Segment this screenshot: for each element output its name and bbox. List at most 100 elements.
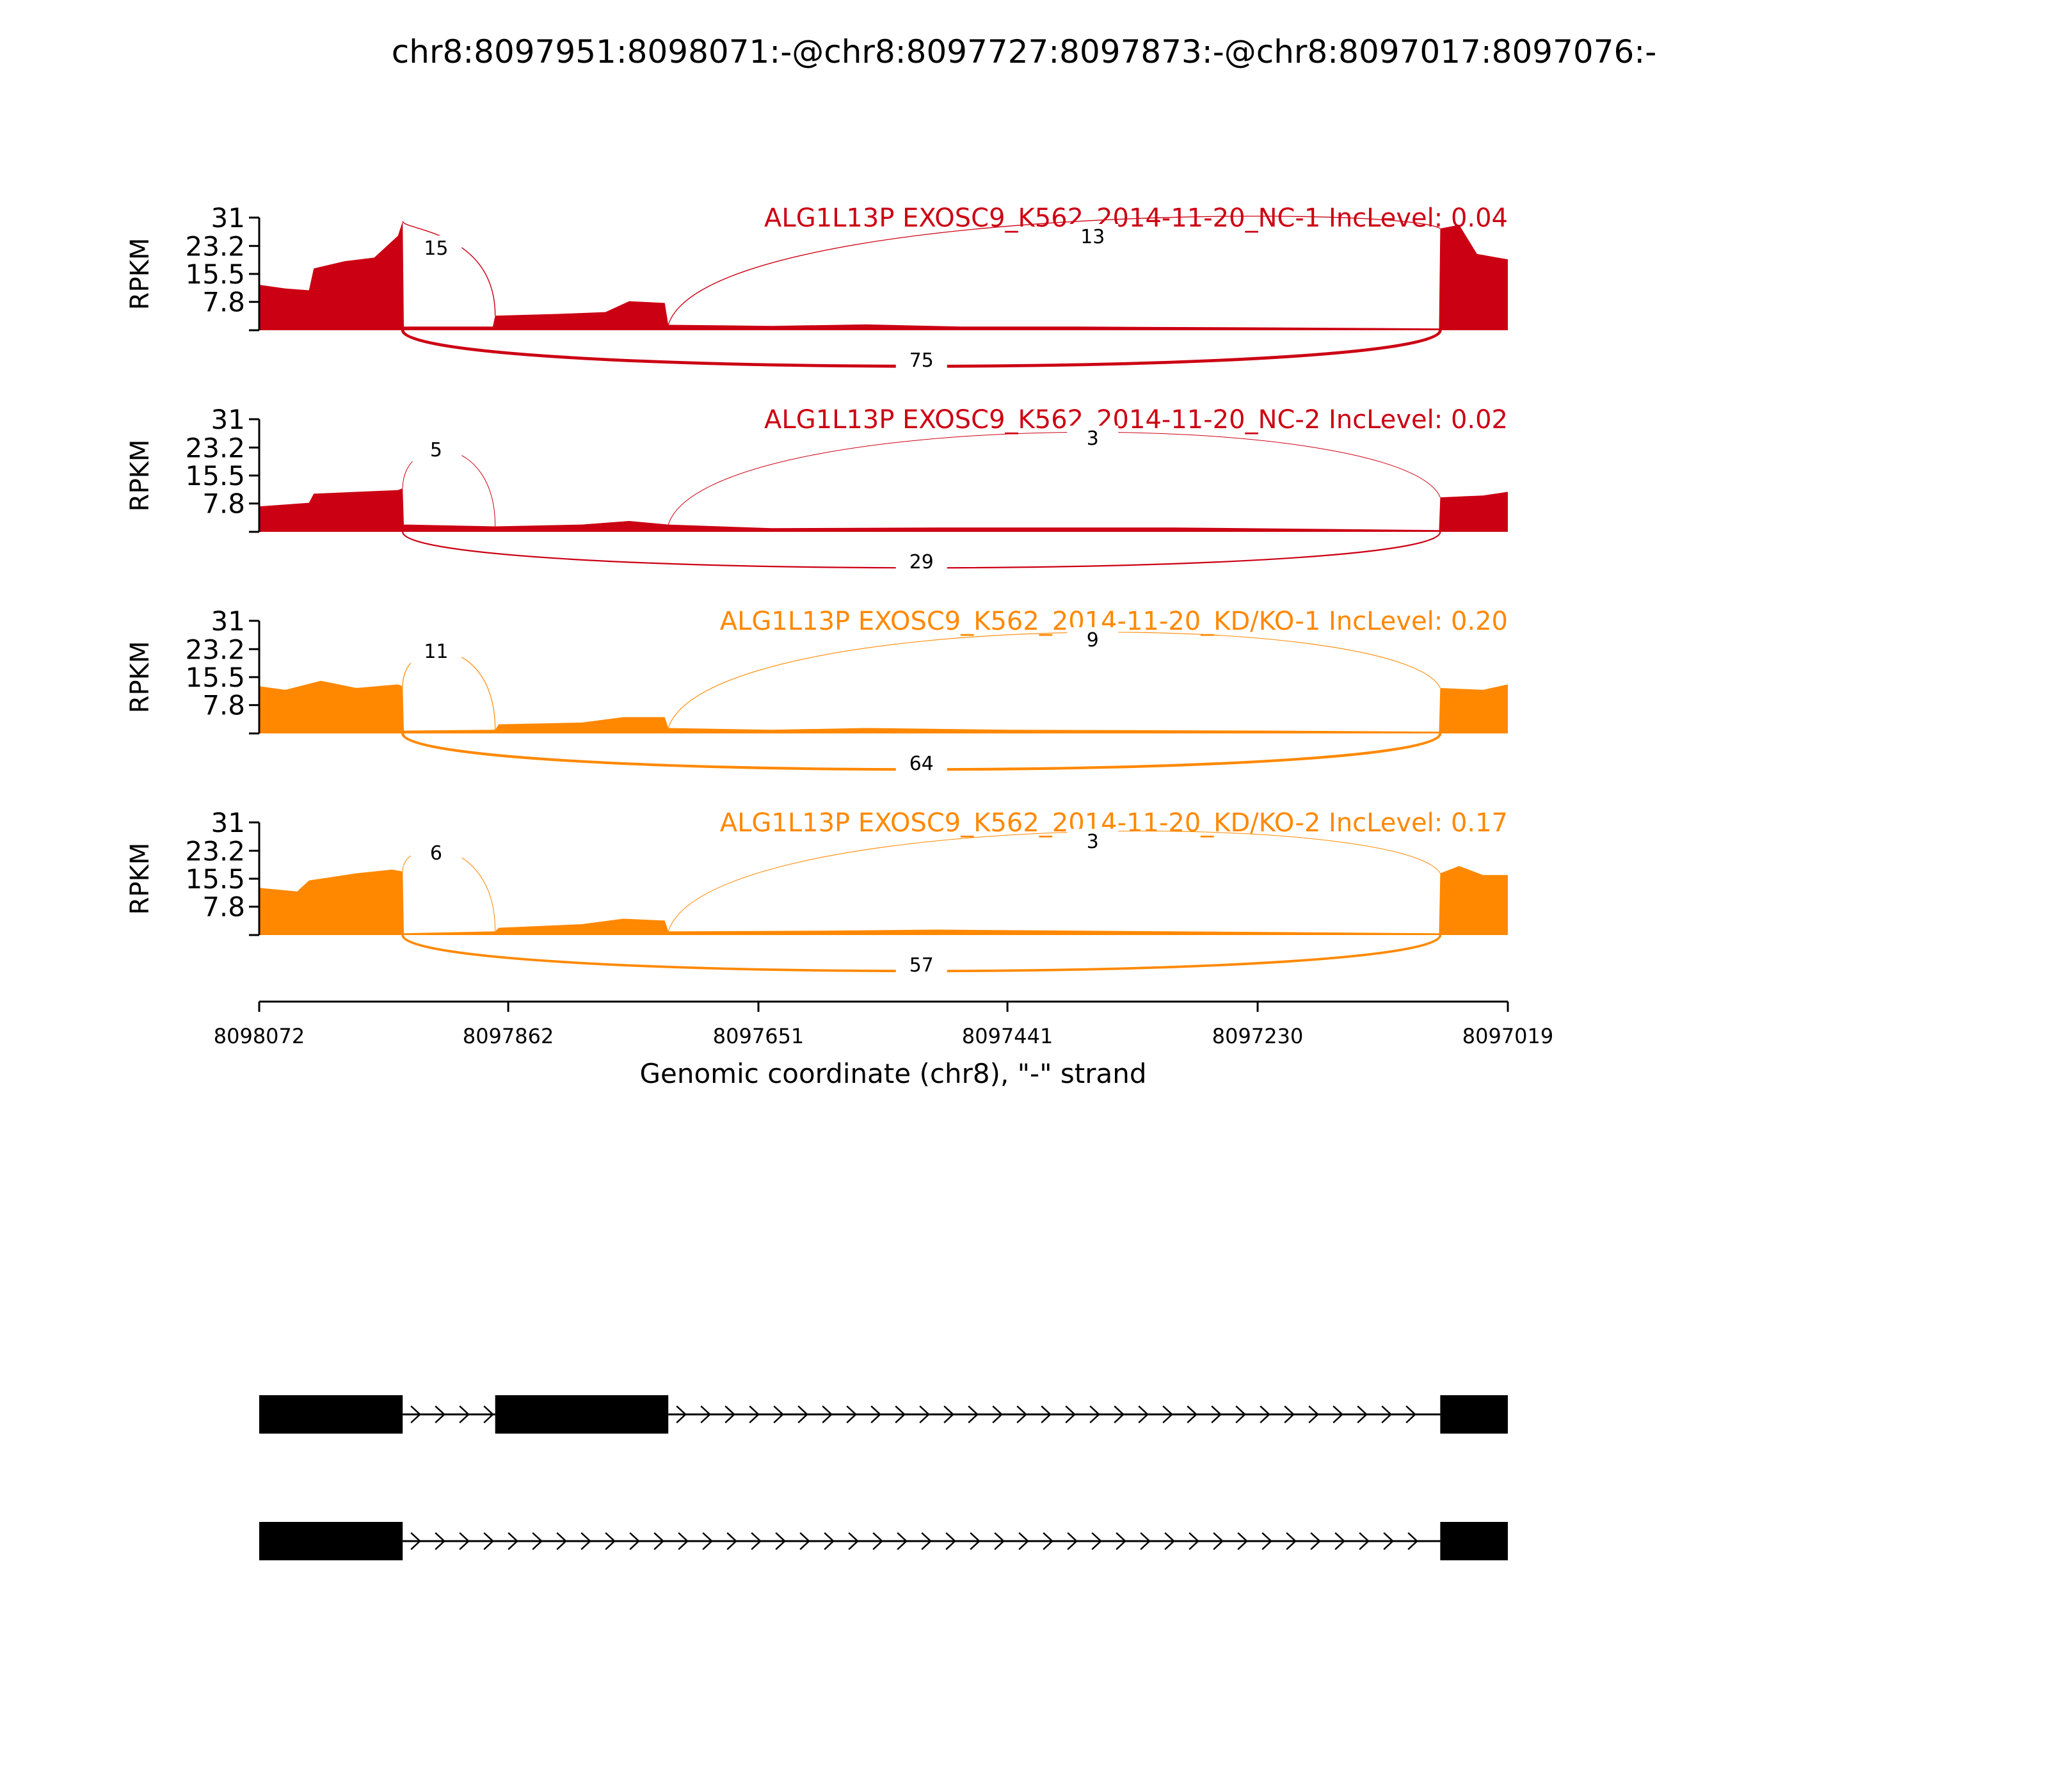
x-tick-label: 8097651 <box>713 1024 804 1048</box>
x-tick-label: 8097862 <box>463 1024 554 1048</box>
junction-count: 5 <box>430 439 442 461</box>
isoform-model-2 <box>259 1522 1508 1560</box>
exon-block <box>259 1522 403 1560</box>
strand-chevron-icon <box>848 1532 860 1550</box>
junction-count: 6 <box>430 842 442 865</box>
strand-chevron-icon <box>532 1532 543 1550</box>
y-tick-label: 7.8 <box>202 287 245 318</box>
junction-count: 57 <box>909 954 934 977</box>
strand-chevron-icon <box>508 1532 519 1550</box>
y-tick-label: 23.2 <box>185 634 245 665</box>
junction-count: 75 <box>909 349 934 372</box>
junction-label-bg <box>1067 426 1119 450</box>
y-tick-label: 7.8 <box>202 488 245 520</box>
junction-label-bg <box>410 840 462 865</box>
y-axis-label: RPKM <box>125 440 155 512</box>
x-tick-label: 8097019 <box>1462 1024 1554 1048</box>
strand-chevron-icon <box>1016 1405 1028 1423</box>
strand-chevron-icon <box>1286 1532 1297 1550</box>
y-tick-label: 31 <box>211 605 245 637</box>
strand-chevron-icon <box>846 1405 858 1423</box>
strand-chevron-icon <box>653 1532 665 1550</box>
strand-chevron-icon <box>1237 1532 1249 1550</box>
coverage-area <box>259 866 1508 935</box>
junction-arc <box>668 831 1441 932</box>
strand-chevron-icon <box>435 1532 446 1550</box>
strand-chevron-icon <box>724 1405 736 1423</box>
x-axis: 8098072 8097862 8097651 8097441 8097230 80970… <box>214 1000 1554 1089</box>
strand-chevron-icon <box>629 1532 641 1550</box>
junction-label-bg <box>1067 627 1119 652</box>
junction-count: 9 <box>1087 629 1099 652</box>
strand-chevron-icon <box>556 1532 568 1550</box>
strand-chevron-icon <box>1332 1405 1344 1423</box>
strand-chevron-icon <box>1381 1405 1393 1423</box>
junction-label-bg <box>410 639 462 663</box>
strand-chevron-icon <box>1043 1532 1054 1550</box>
strand-chevron-icon <box>1065 1405 1076 1423</box>
strand-chevron-icon <box>1089 1405 1101 1423</box>
junction-count: 11 <box>424 641 448 663</box>
strand-chevron-icon <box>700 1405 712 1423</box>
junction-label-bg <box>895 751 947 775</box>
strand-chevron-icon <box>1405 1405 1417 1423</box>
y-axis-label: RPKM <box>125 641 155 714</box>
isoform-track <box>259 1395 1508 1560</box>
strand-chevron-icon <box>1310 1532 1322 1550</box>
exon-block <box>495 1395 669 1434</box>
strand-chevron-icon <box>1188 1532 1200 1550</box>
strand-chevron-icon <box>1359 1532 1370 1550</box>
strand-chevron-icon <box>1018 1532 1030 1550</box>
junction-label-bg <box>410 236 462 260</box>
strand-chevron-icon <box>605 1532 616 1550</box>
strand-chevron-icon <box>1187 1405 1198 1423</box>
junction-label-bg <box>895 348 947 372</box>
exon-block <box>1440 1522 1508 1560</box>
strand-chevron-icon <box>943 1405 955 1423</box>
y-tick-label: 31 <box>211 807 245 838</box>
y-tick-label: 7.8 <box>202 892 245 923</box>
junction-arc <box>668 216 1441 325</box>
strand-chevron-icon <box>921 1532 932 1550</box>
figure-title: chr8:8097951:8098071:-@chr8:8097727:8097… <box>392 33 1656 70</box>
strand-chevron-icon <box>410 1405 422 1423</box>
strand-chevron-icon <box>994 1532 1005 1550</box>
y-tick-label: 15.5 <box>185 662 245 693</box>
strand-chevron-icon <box>1067 1532 1078 1550</box>
y-tick-label: 23.2 <box>185 230 245 262</box>
junction-count: 15 <box>424 237 448 260</box>
junction-count: 13 <box>1080 226 1105 248</box>
strand-chevron-icon <box>1284 1405 1295 1423</box>
exon-block <box>1440 1395 1508 1434</box>
y-tick-label: 15.5 <box>185 259 245 290</box>
exon-block <box>259 1395 403 1434</box>
x-axis-label: Genomic coordinate (chr8), "-" strand <box>639 1058 1146 1089</box>
y-tick-label: 7.8 <box>202 690 245 721</box>
strand-chevron-icon <box>970 1532 981 1550</box>
strand-chevron-icon <box>678 1532 689 1550</box>
junction-count: 3 <box>1087 428 1099 450</box>
isoform-model-1 <box>259 1395 1508 1434</box>
y-tick-label: 15.5 <box>185 460 245 492</box>
coverage-area <box>259 488 1508 532</box>
junction-arc <box>402 221 496 316</box>
strand-chevron-icon <box>1114 1405 1125 1423</box>
strand-chevron-icon <box>1334 1532 1346 1550</box>
junction-label-bg <box>895 952 947 977</box>
strand-chevron-icon <box>435 1405 446 1423</box>
junction-count: 3 <box>1087 831 1099 853</box>
junction-label-bg <box>1067 829 1119 853</box>
junction-label-bg <box>1067 224 1119 248</box>
strand-chevron-icon <box>822 1405 833 1423</box>
y-tick-label: 15.5 <box>185 863 245 895</box>
strand-chevron-icon <box>897 1532 908 1550</box>
y-tick-label: 31 <box>211 404 245 435</box>
strand-chevron-icon <box>945 1532 957 1550</box>
x-tick-label: 8097230 <box>1212 1024 1304 1048</box>
strand-chevron-icon <box>919 1405 931 1423</box>
strand-chevron-icon <box>1211 1405 1222 1423</box>
strand-chevron-icon <box>1357 1405 1368 1423</box>
